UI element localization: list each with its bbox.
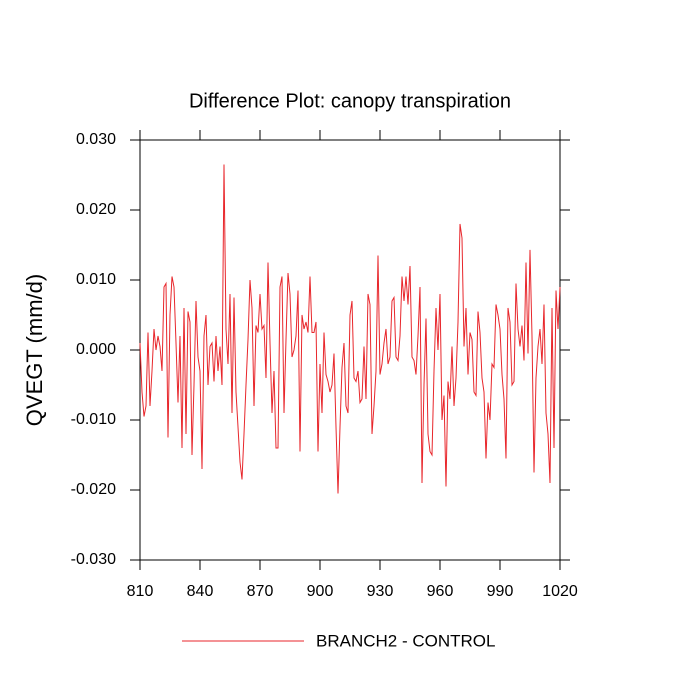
y-tick-label: -0.010 bbox=[71, 411, 116, 428]
y-tick-label: 0.010 bbox=[76, 271, 116, 288]
x-tick-label: 840 bbox=[187, 583, 214, 600]
x-tick-label: 900 bbox=[307, 583, 334, 600]
x-tick-label: 960 bbox=[427, 583, 454, 600]
y-tick-label: -0.030 bbox=[71, 551, 116, 568]
x-tick-label: 930 bbox=[367, 583, 394, 600]
x-tick-label: 810 bbox=[127, 583, 154, 600]
y-tick-label: 0.000 bbox=[76, 341, 116, 358]
y-tick-label: -0.020 bbox=[71, 481, 116, 498]
y-tick-label: 0.030 bbox=[76, 131, 116, 148]
legend-label: BRANCH2 - CONTROL bbox=[316, 631, 495, 650]
x-tick-label: 1020 bbox=[542, 583, 578, 600]
chart-title: Difference Plot: canopy transpiration bbox=[189, 90, 511, 112]
y-axis-label: QVEGT (mm/d) bbox=[22, 274, 47, 426]
y-tick-label: 0.020 bbox=[76, 201, 116, 218]
x-tick-label: 990 bbox=[487, 583, 514, 600]
x-tick-label: 870 bbox=[247, 583, 274, 600]
data-line bbox=[139, 164, 561, 494]
